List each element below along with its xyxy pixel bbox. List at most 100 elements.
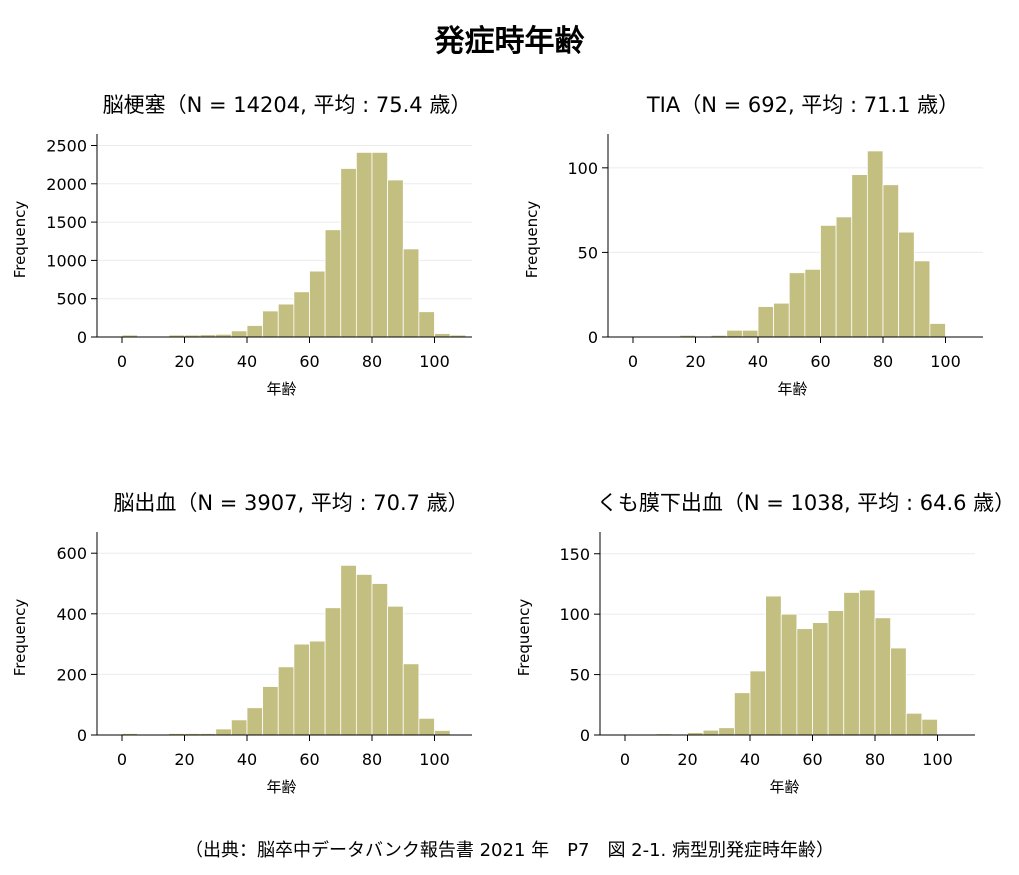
x-tick-label: 20 <box>685 352 705 371</box>
x-tick-label: 40 <box>740 750 760 769</box>
y-axis-label: Frequency <box>515 599 533 677</box>
histogram-bar <box>355 151 373 338</box>
histogram-bar <box>262 686 279 736</box>
page-title: 発症時年齢 <box>434 24 585 59</box>
x-tick-label: 0 <box>628 352 638 371</box>
histogram-bar <box>434 730 451 736</box>
y-axis-label: Frequency <box>11 599 29 677</box>
x-tick-label: 60 <box>802 750 822 769</box>
y-tick-label: 50 <box>570 666 590 685</box>
histogram-bar <box>726 329 743 338</box>
y-tick-label: 1500 <box>46 213 87 232</box>
x-axis-label: 年齢 <box>266 778 296 796</box>
x-tick-label: 80 <box>865 750 885 769</box>
x-tick-label: 40 <box>748 352 768 371</box>
histogram-bar <box>387 605 404 736</box>
x-tick-label: 80 <box>873 352 893 371</box>
histogram-bar <box>230 330 248 338</box>
chart-title: 脳出血（N = 3907, 平均 : 70.7 歳） <box>113 491 468 515</box>
histogram-bar <box>741 329 759 338</box>
y-tick-label: 500 <box>56 290 87 309</box>
x-axis-label: 年齢 <box>777 380 807 398</box>
histogram-bar <box>749 670 767 736</box>
x-tick-label: 60 <box>810 352 830 371</box>
y-tick-label: 0 <box>588 328 598 347</box>
histogram-bar <box>858 589 876 736</box>
y-tick-label: 1000 <box>46 251 87 270</box>
y-tick-label: 150 <box>559 545 590 564</box>
histogram-bar <box>733 692 751 736</box>
histogram-bar <box>929 323 946 338</box>
histogram-bar <box>324 229 342 338</box>
x-tick-label: 40 <box>237 750 257 769</box>
histogram-bar <box>765 595 782 736</box>
histogram-bar <box>827 610 845 736</box>
histogram-bar <box>851 174 868 338</box>
x-axis-label: 年齢 <box>266 380 296 398</box>
histogram-bar <box>718 727 735 736</box>
x-tick-label: 20 <box>174 750 194 769</box>
chart-title: くも膜下出血（N = 1038, 平均 : 64.6 歳） <box>597 491 1015 515</box>
histogram-bar <box>340 168 357 338</box>
histogram-bar <box>215 728 232 736</box>
histogram-panel: くも膜下出血（N = 1038, 平均 : 64.6 歳） 0 50 100 150 0 2… <box>515 491 1015 796</box>
histogram-bar <box>324 607 342 736</box>
histogram-bar <box>309 270 326 338</box>
y-tick-label: 0 <box>580 726 590 745</box>
y-tick-label: 0 <box>77 726 87 745</box>
histogram-bar <box>866 150 884 338</box>
y-tick-label: 2000 <box>46 175 87 194</box>
histogram-bar <box>309 640 326 736</box>
histogram-bar <box>835 216 853 338</box>
x-tick-label: 40 <box>237 352 257 371</box>
histogram-bar <box>246 325 264 338</box>
histogram-bar <box>882 184 900 338</box>
x-tick-label: 20 <box>174 352 194 371</box>
histogram-bar <box>434 333 451 338</box>
y-tick-label: 100 <box>567 159 598 178</box>
x-tick-label: 100 <box>419 352 450 371</box>
x-tick-label: 0 <box>117 750 127 769</box>
histogram-bar <box>913 260 931 338</box>
x-tick-label: 100 <box>930 352 961 371</box>
histogram-bar <box>843 592 860 736</box>
histogram-bar <box>402 248 420 338</box>
histogram-bar <box>898 231 915 338</box>
chart-title: TIA（N = 692, 平均 : 71.1 歳） <box>646 93 959 117</box>
histogram-bar <box>780 613 798 736</box>
x-tick-label: 60 <box>299 352 319 371</box>
x-axis-label: 年齢 <box>769 778 799 796</box>
histogram-bar <box>796 628 813 736</box>
histogram-bar <box>788 272 806 338</box>
histogram-bar <box>812 622 829 736</box>
y-axis-label: Frequency <box>11 201 29 279</box>
x-tick-label: 80 <box>362 352 382 371</box>
y-tick-label: 100 <box>559 605 590 624</box>
histogram-bar <box>293 643 310 736</box>
histogram-panel: 脳出血（N = 3907, 平均 : 70.7 歳） 0 200 400 600 0 20 4… <box>11 491 472 796</box>
histogram-bar <box>905 712 923 736</box>
y-tick-label: 2500 <box>46 136 87 155</box>
histogram-bar <box>262 310 279 338</box>
chart-title: 脳梗塞（N = 14204, 平均 : 75.4 歳） <box>103 93 472 117</box>
histogram-bar <box>340 564 357 736</box>
y-tick-label: 600 <box>56 544 87 563</box>
x-tick-label: 0 <box>620 750 630 769</box>
histogram-bar <box>277 666 295 736</box>
histogram-bar <box>921 718 938 736</box>
y-tick-label: 200 <box>56 665 87 684</box>
histogram-bar <box>246 707 264 736</box>
histogram-bar <box>402 663 420 736</box>
x-tick-label: 100 <box>419 750 450 769</box>
histogram-bar <box>293 291 310 338</box>
histogram-bar <box>820 224 837 338</box>
histogram-bar <box>230 719 248 736</box>
histogram-bar <box>804 268 821 338</box>
source-note: （出典：脳卒中データバンク報告書 2021 年 P7 図 2-1. 病型別発症時… <box>184 840 835 861</box>
histogram-bar <box>418 717 435 736</box>
y-tick-label: 0 <box>77 328 87 347</box>
histogram-bar <box>702 729 720 736</box>
y-tick-label: 50 <box>578 243 598 262</box>
histogram-bar <box>371 151 389 338</box>
